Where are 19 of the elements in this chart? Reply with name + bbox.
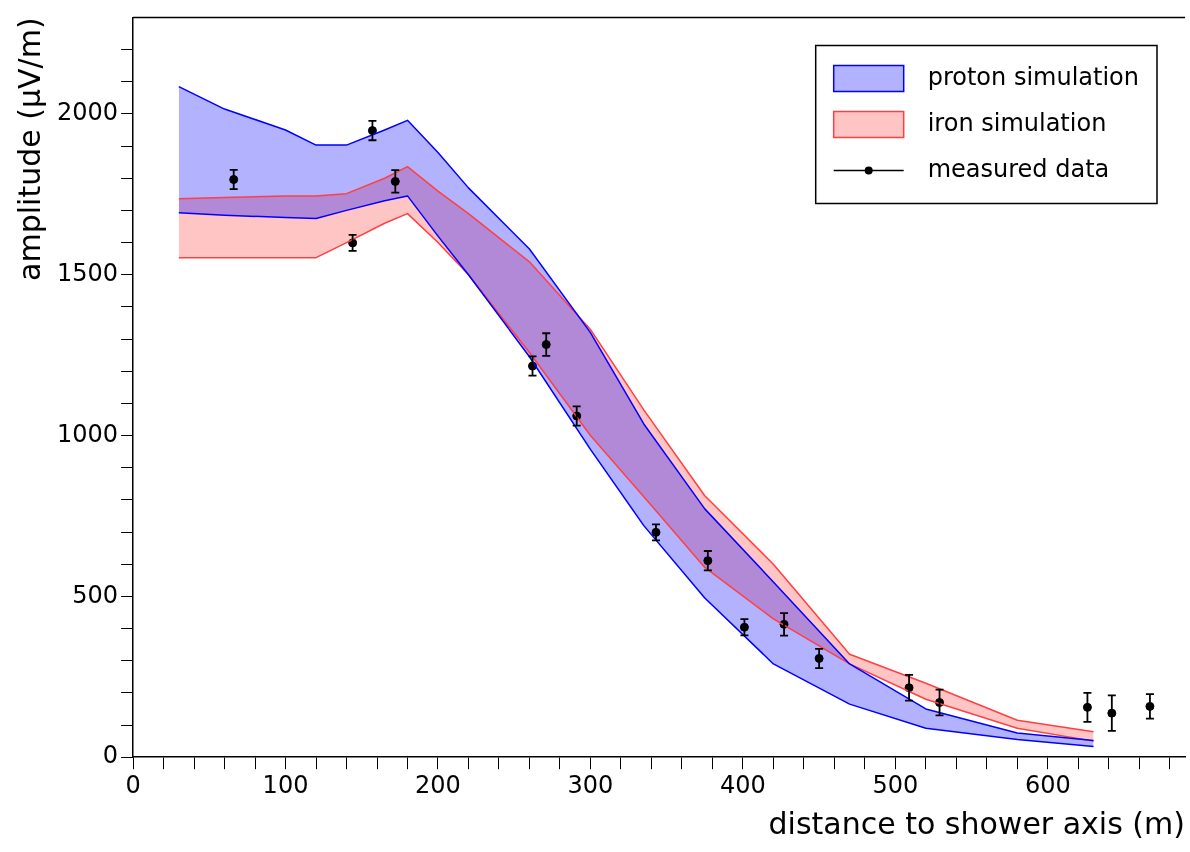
legend-label: iron simulation	[927, 108, 1107, 137]
x-tick-label: 200	[415, 770, 461, 799]
y-tick-label: 1000	[57, 419, 119, 448]
y-axis-title: amplitude (µV/m)	[11, 17, 47, 281]
y-tick-label: 500	[72, 580, 119, 609]
x-tick-label: 500	[872, 770, 919, 799]
y-tick-label: 2000	[57, 98, 119, 127]
point	[739, 622, 749, 632]
x-tick-label: 400	[719, 770, 766, 799]
x-tick-label: 300	[567, 770, 614, 799]
x-tick-label: 600	[1024, 770, 1071, 799]
legend-label: proton simulation	[927, 62, 1140, 91]
x-axis-title: distance to shower axis (m)	[768, 805, 1185, 841]
y-tick-label: 0	[102, 741, 119, 770]
legend-label: measured data	[927, 154, 1110, 183]
y-tick-label: 1500	[57, 258, 119, 287]
point	[1082, 702, 1092, 712]
x-tick-label: 0	[125, 770, 141, 799]
x-tick-label: 100	[262, 770, 309, 799]
